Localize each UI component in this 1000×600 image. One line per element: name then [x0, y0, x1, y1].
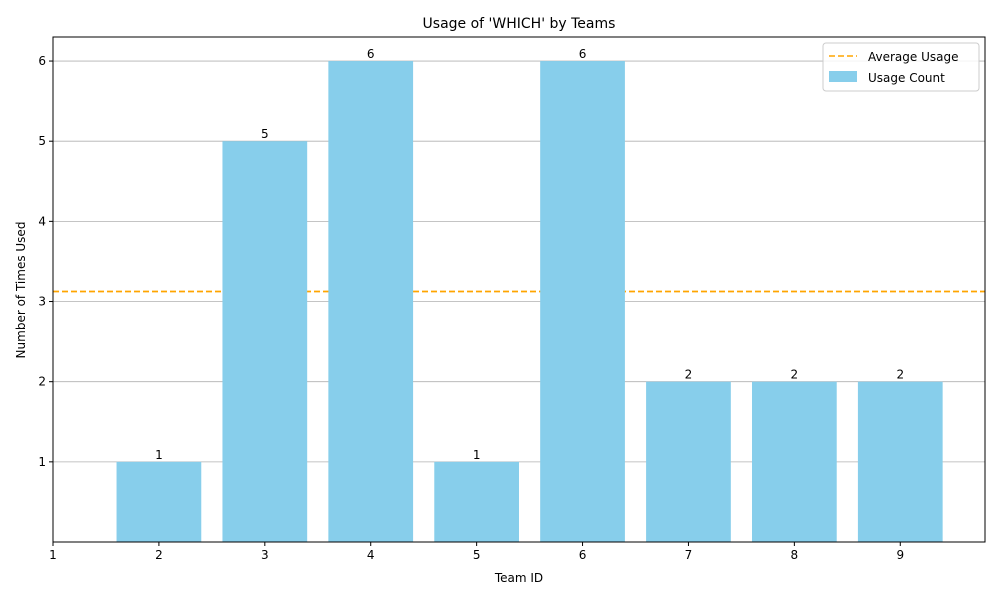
plot-frame: [52, 36, 986, 543]
legend: Average Usage Usage Count: [822, 42, 980, 92]
legend-bar-label: Usage Count: [868, 71, 945, 85]
x-tick-label: 9: [896, 548, 904, 562]
bar-value-label: 1: [473, 448, 481, 462]
bar-value-label: 6: [367, 47, 375, 61]
bar-value-label: 1: [155, 448, 163, 462]
bar-team-2: [116, 461, 202, 542]
x-tick-label: 8: [791, 548, 799, 562]
bar-value-label: 2: [791, 368, 799, 382]
bar-team-9: [857, 381, 943, 542]
bar-team-3: [222, 141, 308, 542]
bar-value-label: 2: [685, 368, 693, 382]
bar-value-label: 5: [261, 127, 269, 141]
bar-value-label: 6: [579, 47, 587, 61]
x-tick-label: 7: [685, 548, 693, 562]
x-axis-title: Team ID: [494, 571, 543, 585]
y-tick-label: 4: [38, 214, 46, 228]
legend-box: [822, 42, 980, 92]
bar-team-5: [434, 461, 519, 542]
x-axis-ticks: 1 2 3 4 5 6 7 8 9: [49, 542, 904, 562]
chart-title: Usage of 'WHICH' by Teams: [423, 16, 616, 32]
bar-team-8: [752, 381, 837, 542]
bar-team-4: [328, 61, 414, 543]
x-tick-label: 2: [155, 548, 163, 562]
y-axis-title: Number of Times Used: [14, 222, 28, 359]
y-tick-label: 3: [38, 295, 46, 309]
y-axis-ticks: 1 2 3 4 5 6: [38, 54, 53, 469]
y-tick-label: 5: [38, 134, 46, 148]
legend-average-label: Average Usage: [868, 50, 958, 64]
legend-bar-swatch: [829, 71, 857, 82]
y-tick-label: 1: [38, 455, 46, 469]
bar-team-7: [646, 381, 731, 542]
x-tick-label: 4: [367, 548, 375, 562]
y-tick-label: 6: [38, 54, 46, 68]
x-tick-label: 5: [473, 548, 481, 562]
y-tick-label: 2: [38, 375, 46, 389]
bar-team-6: [540, 61, 625, 543]
bar-value-label: 2: [896, 368, 904, 382]
x-tick-label: 3: [261, 548, 269, 562]
x-tick-label: 1: [49, 548, 57, 562]
bar-labels: 1 5 6 1 6 2 2 2: [155, 47, 904, 462]
x-tick-label: 6: [579, 548, 587, 562]
gridlines: [53, 60, 985, 463]
bars: [116, 61, 943, 543]
